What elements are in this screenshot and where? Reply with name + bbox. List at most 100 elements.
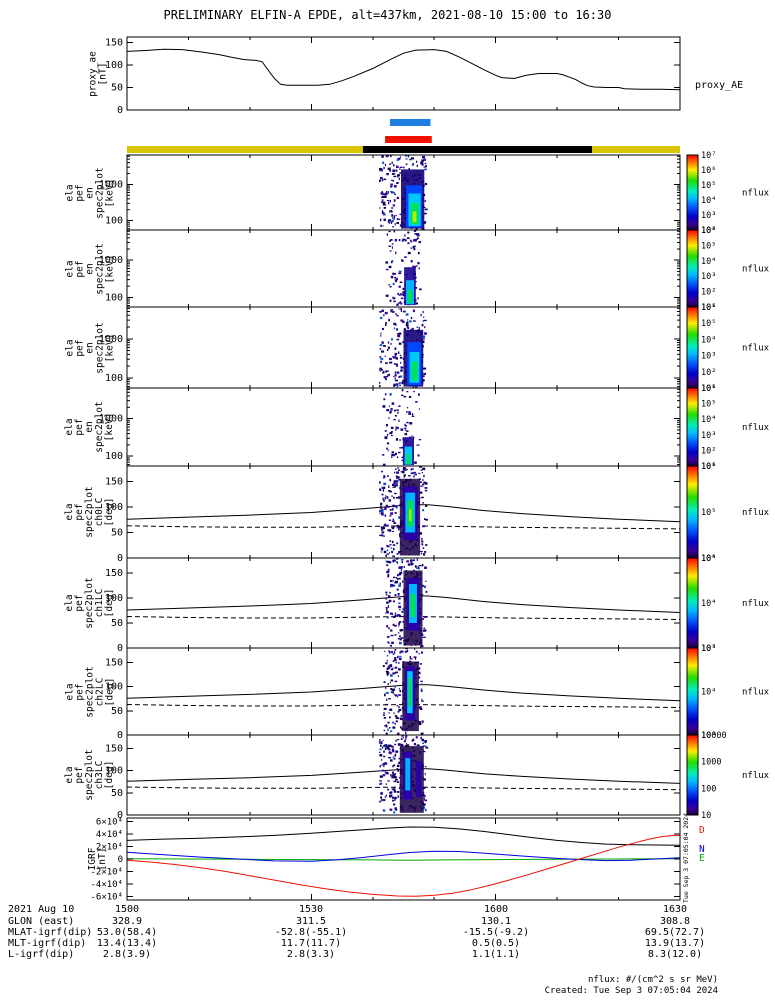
spectrogram-speckle [390,791,393,794]
spectrogram-speckle [395,778,398,781]
spectrogram-speckle [398,602,401,604]
spectrogram-speckle [424,162,427,165]
spectrogram-speckle [389,808,393,811]
spectrogram-speckle [386,233,388,236]
spectrogram-speckle [414,245,416,248]
spectrogram-speckle [398,285,401,288]
spectrogram-speckle [385,686,387,689]
panel-content [127,735,680,814]
colorbar [687,388,698,466]
spectrogram-speckle [424,551,427,553]
spectrogram-speckle [421,496,424,499]
y-tick-label: 50 [111,527,123,538]
spectrogram-speckle [413,230,417,232]
colorbar-tick-label: 10⁴ [701,257,716,267]
spectrogram-speckle [383,550,387,554]
spectrogram-speckle [391,191,394,194]
spectrogram-speckle [398,622,400,625]
spectrogram-speckle [393,811,396,814]
spectrogram-speckle [400,297,404,300]
spectrogram-speckle [424,766,427,768]
spectrogram-speckle [415,736,418,739]
spectrogram-speckle [390,431,393,433]
spectrogram-speckle [422,636,426,638]
spectrogram-speckle [381,513,384,516]
spectrogram-speckle [383,535,385,537]
spectrogram-speckle [395,671,398,674]
spectrogram-speckle [386,698,388,701]
spectrogram-speckle [392,483,395,486]
spectrogram-blob [406,453,411,464]
spectrogram-speckle [400,293,403,296]
spectrogram-speckle [422,745,426,747]
spectrogram-speckle [422,617,424,620]
spectrogram-speckle [390,691,393,693]
spectrogram-speckle [391,508,394,510]
spectrogram-speckle [390,512,393,515]
colorbar-tick-label: 10¹ [701,303,716,313]
spectrogram-speckle [398,375,401,378]
spectrogram-speckle [380,335,382,337]
spectrogram-speckle [424,208,428,211]
spectrogram-speckle [397,527,400,529]
spectrogram-speckle [385,155,389,158]
spectrogram-speckle [382,739,384,742]
spectrogram-speckle [395,716,399,719]
spectrogram-speckle [389,515,392,517]
spectrogram-speckle [393,522,397,524]
colorbar-tick-label: 10¹ [701,462,716,472]
spectrogram-speckle [390,338,393,341]
spectrogram-speckle [395,363,398,366]
spectrogram-speckle [397,593,400,596]
spectrogram-speckle [379,370,381,372]
spectrogram-speckle [383,482,387,486]
spectrogram-speckle [379,534,382,537]
spectrogram-speckle [399,375,403,378]
spectrogram-speckle [423,797,425,800]
spectrogram-speckle [397,717,400,720]
y-axis-label: proxy_ae [nT] [87,50,108,97]
spectrogram-speckle [388,284,391,286]
spectrogram-speckle [424,182,428,186]
spectrogram-speckle [388,641,390,644]
spectrogram-speckle [392,756,395,759]
colorbar-tick-label: 10³ [701,211,716,221]
spectrogram-speckle [394,807,396,810]
spectrogram-speckle [388,265,392,269]
spectrogram-speckle [424,518,426,520]
spectrogram-speckle [406,560,409,563]
spectrogram-speckle [389,286,392,288]
spectrogram-speckle [387,728,389,732]
spectrogram-speckle [403,566,405,568]
spectrogram-speckle [393,199,396,202]
spectrogram-speckle [388,599,392,602]
spectrogram-speckle [393,694,396,696]
spectrogram-speckle [389,552,391,554]
panel-content [127,558,680,648]
spectrogram-speckle [384,507,387,510]
spectrogram-speckle [392,204,395,207]
spectrogram-speckle [382,327,384,330]
colorbar-tick-label: 10⁵ [701,319,716,329]
spectrogram-speckle [393,322,396,325]
y-axis-label: ela pef spec2plot ch2LC [deg] [64,665,115,718]
spectrogram-speckle [397,334,401,338]
spectrogram-speckle [396,277,398,280]
spectrogram-speckle [421,163,424,166]
spectrogram-speckle [421,537,423,540]
spectrogram-speckle [390,730,393,733]
igrf-component-label: N [699,844,705,855]
spectrogram-speckle [393,712,395,715]
spectrogram-speckle [397,770,400,772]
spectrogram-speckle [392,544,396,546]
spectrogram-speckle [394,409,396,412]
spectrogram-speckle [423,166,427,168]
spectrogram-speckle [420,645,424,648]
spectrogram-speckle [387,605,390,608]
spectrogram-speckle [413,391,415,393]
spectrogram-speckle [385,261,389,264]
spectrogram-speckle [390,583,394,586]
spectrogram-speckle [405,158,408,160]
colorbar-tick-label: 10⁴ [701,196,716,206]
